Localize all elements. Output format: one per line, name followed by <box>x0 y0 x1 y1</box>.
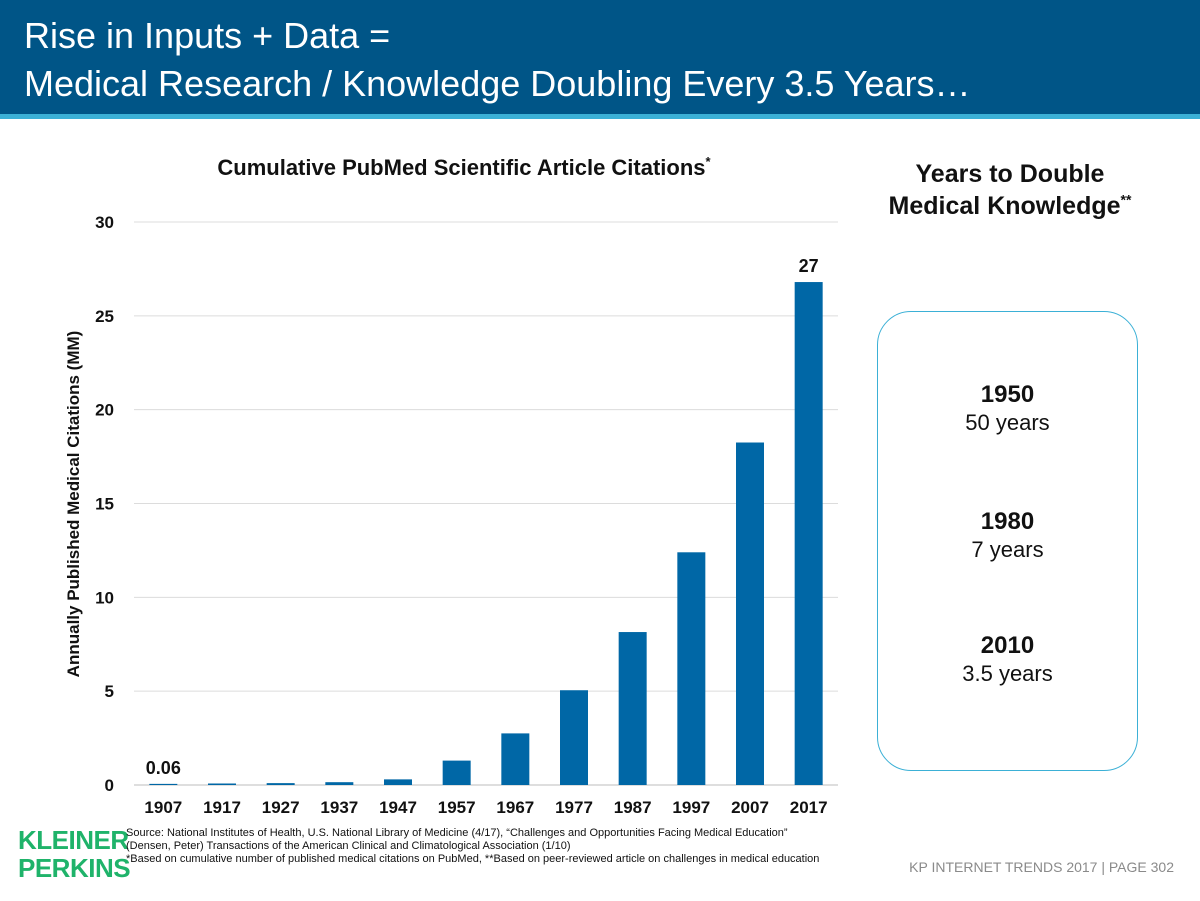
y-tick-label: 20 <box>95 401 114 420</box>
bars <box>149 282 823 785</box>
panel-title: Years to Double Medical Knowledge** <box>880 158 1140 222</box>
x-tick-label: 1977 <box>555 798 593 817</box>
source-line: (Densen, Peter) Transactions of the Amer… <box>126 840 571 852</box>
y-tick-label: 30 <box>95 213 114 232</box>
doubling-entry: 1980 7 years <box>877 508 1138 564</box>
x-tick-label: 1967 <box>496 798 534 817</box>
x-tick-label: 1997 <box>672 798 710 817</box>
bar <box>384 779 412 785</box>
logo-line-2: PERKINS <box>18 853 131 883</box>
chart-title-mark: * <box>706 154 712 169</box>
bar <box>794 282 823 785</box>
title-line-2: Medical Research / Knowledge Doubling Ev… <box>24 63 971 104</box>
data-labels: 0.06 27 <box>146 256 819 778</box>
y-tick-label: 5 <box>105 682 114 701</box>
x-tick-label: 1947 <box>379 798 417 817</box>
entry-duration: 50 years <box>965 410 1050 435</box>
panel-title-text: Years to Double Medical Knowledge <box>888 160 1121 220</box>
x-tick-label: 1987 <box>614 798 652 817</box>
doubling-panel <box>877 311 1138 771</box>
source-line: Source: National Institutes of Health, U… <box>126 827 788 839</box>
bar <box>208 783 236 785</box>
source-notes: Source: National Institutes of Health, U… <box>126 827 886 866</box>
panel-title-mark: ** <box>1120 191 1132 208</box>
bar <box>618 632 647 785</box>
bar <box>501 733 530 785</box>
entry-duration: 7 years <box>971 537 1044 562</box>
logo-line-1: KLEINER <box>18 825 129 855</box>
x-tick-label: 1957 <box>438 798 476 817</box>
x-tick-label: 2007 <box>731 798 769 817</box>
data-label: 27 <box>799 256 819 276</box>
chart-title-text: Cumulative PubMed Scientific Article Cit… <box>217 155 705 180</box>
bar <box>266 783 295 785</box>
bar <box>736 442 764 785</box>
y-tick-label: 10 <box>95 588 114 607</box>
header-accent-rule <box>0 114 1200 119</box>
y-tick-label: 0 <box>105 776 114 795</box>
x-tick-label: 1927 <box>262 798 300 817</box>
kleiner-perkins-logo: KLEINER PERKINS <box>18 825 131 883</box>
title-line-1: Rise in Inputs + Data = <box>24 15 391 56</box>
bar <box>325 782 354 785</box>
bar <box>149 783 178 785</box>
bar <box>677 552 706 785</box>
y-tick-label: 25 <box>95 307 114 326</box>
y-tick-label: 15 <box>95 495 114 514</box>
entry-year: 1950 <box>980 381 1035 408</box>
x-tick-label: 2017 <box>790 798 828 817</box>
y-axis-label: Annually Published Medical Citations (MM… <box>64 331 83 678</box>
bar <box>442 760 471 785</box>
bar <box>560 690 588 785</box>
doubling-entry: 1950 50 years <box>877 381 1138 437</box>
entry-duration: 3.5 years <box>962 661 1053 686</box>
x-tick-labels: 1907 1917 1927 1937 1947 1957 1967 1977 1987 1997… <box>144 798 827 817</box>
x-tick-label: 1907 <box>144 798 182 817</box>
header-bar: Rise in Inputs + Data = Medical Research… <box>0 0 1200 114</box>
entry-year: 1980 <box>980 508 1035 535</box>
entry-year: 2010 <box>980 632 1035 659</box>
grid-lines <box>134 221 838 786</box>
x-tick-label: 1917 <box>203 798 241 817</box>
y-tick-labels: 0 5 10 15 20 25 30 <box>95 213 114 795</box>
citations-bar-chart: Cumulative PubMed Scientific Article Cit… <box>64 154 838 817</box>
x-tick-label: 1937 <box>320 798 358 817</box>
page-footer: KP INTERNET TRENDS 2017 | PAGE 302 <box>909 859 1174 875</box>
data-label: 0.06 <box>146 758 181 778</box>
doubling-entry: 2010 3.5 years <box>877 632 1138 688</box>
footnote-line: *Based on cumulative number of published… <box>126 853 820 865</box>
chart-title: Cumulative PubMed Scientific Article Cit… <box>217 154 711 180</box>
